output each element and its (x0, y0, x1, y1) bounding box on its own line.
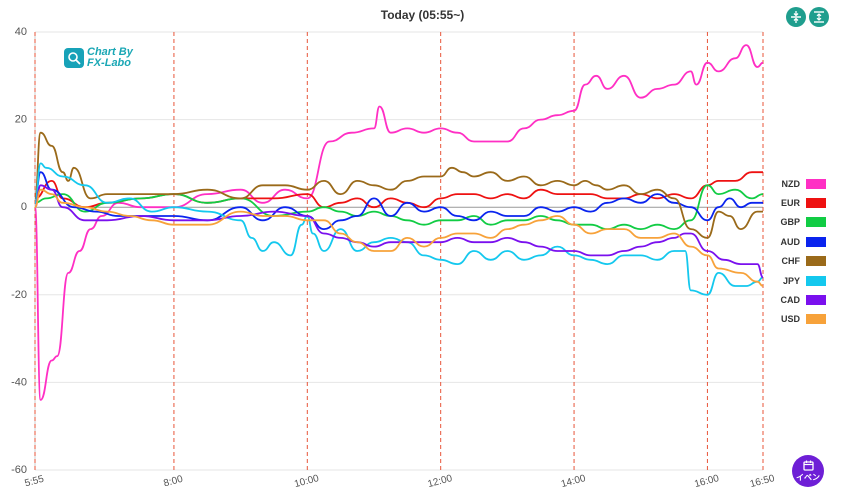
chart-title: Today (05:55~) (380, 8, 465, 22)
event-button[interactable]: イベン (792, 455, 824, 487)
series-line-jpy (34, 162, 764, 296)
x-tick-label: 10:00 (293, 473, 320, 490)
x-tick-label: 16:00 (693, 473, 720, 490)
legend-swatch (806, 295, 826, 306)
legend-swatch (806, 236, 826, 247)
legend-label: USD (780, 314, 800, 325)
grid-lines (34, 31, 763, 471)
y-tick-label: -60 (11, 464, 27, 476)
logo-line-2: FX-Labo (87, 57, 131, 69)
chart-logo-icon (64, 48, 84, 68)
legend-label: NZD (781, 178, 801, 189)
legend-item-cad[interactable]: CAD (774, 290, 826, 309)
legend-item-usd[interactable]: USD (774, 310, 826, 329)
legend-label: EUR (780, 198, 800, 209)
legend-item-jpy[interactable]: JPY (774, 271, 826, 290)
y-tick-label: 20 (15, 114, 27, 126)
y-tick-label: 40 (15, 26, 27, 38)
x-axis-ticks: 5:55 8:00 10:00 12:00 14:00 16:00 16:50 (24, 473, 777, 490)
x-tick-label: 12:00 (427, 473, 454, 490)
legend-swatch (806, 198, 826, 209)
series-line-chf (34, 131, 763, 239)
legend-item-chf[interactable]: CHF (774, 252, 826, 271)
legend-swatch (806, 275, 826, 286)
y-tick-label: -40 (11, 376, 27, 388)
y-axis-ticks: 40 20 0 -20 -40 -60 (11, 26, 27, 476)
legend-swatch (806, 178, 826, 189)
legend: NZD EUR GBP AUD CHF JPY CAD USD (774, 174, 826, 329)
expand-vertical-button[interactable] (809, 7, 829, 27)
series-line-usd (34, 188, 764, 287)
legend-item-aud[interactable]: AUD (774, 232, 826, 251)
y-tick-label: 0 (21, 201, 27, 213)
legend-item-eur[interactable]: EUR (774, 193, 826, 212)
series-line-gbp (34, 184, 764, 230)
calendar-icon (802, 460, 814, 471)
chart-by-logo: Chart By FX-Labo (64, 47, 133, 69)
legend-label: AUD (780, 236, 801, 247)
x-tick-label: 16:50 (749, 473, 776, 490)
series-line-nzd (34, 44, 764, 401)
event-label: イベン (796, 472, 820, 482)
series-line-cad (34, 184, 764, 279)
expand-vertical-icon (814, 11, 824, 23)
legend-item-nzd[interactable]: NZD (774, 174, 826, 193)
logo-line-1: Chart By (87, 46, 133, 58)
y-tick-label: -20 (11, 289, 27, 301)
legend-label: GBP (780, 217, 800, 228)
legend-label: CHF (781, 256, 801, 267)
compress-vertical-button[interactable] (786, 7, 806, 27)
x-tick-label: 8:00 (162, 474, 184, 490)
logo-text: Chart By FX-Labo (87, 47, 133, 69)
legend-swatch (806, 256, 826, 267)
legend-label: CAD (780, 295, 801, 306)
series-lines (34, 44, 764, 401)
legend-swatch (806, 314, 826, 325)
legend-item-gbp[interactable]: GBP (774, 213, 826, 232)
session-lines (34, 32, 764, 470)
compress-vertical-icon (791, 11, 801, 23)
legend-swatch (806, 217, 826, 228)
series-line-aud (34, 171, 763, 230)
legend-label: JPY (782, 275, 800, 286)
x-tick-label: 5:55 (24, 474, 46, 490)
x-tick-label: 14:00 (560, 473, 587, 490)
